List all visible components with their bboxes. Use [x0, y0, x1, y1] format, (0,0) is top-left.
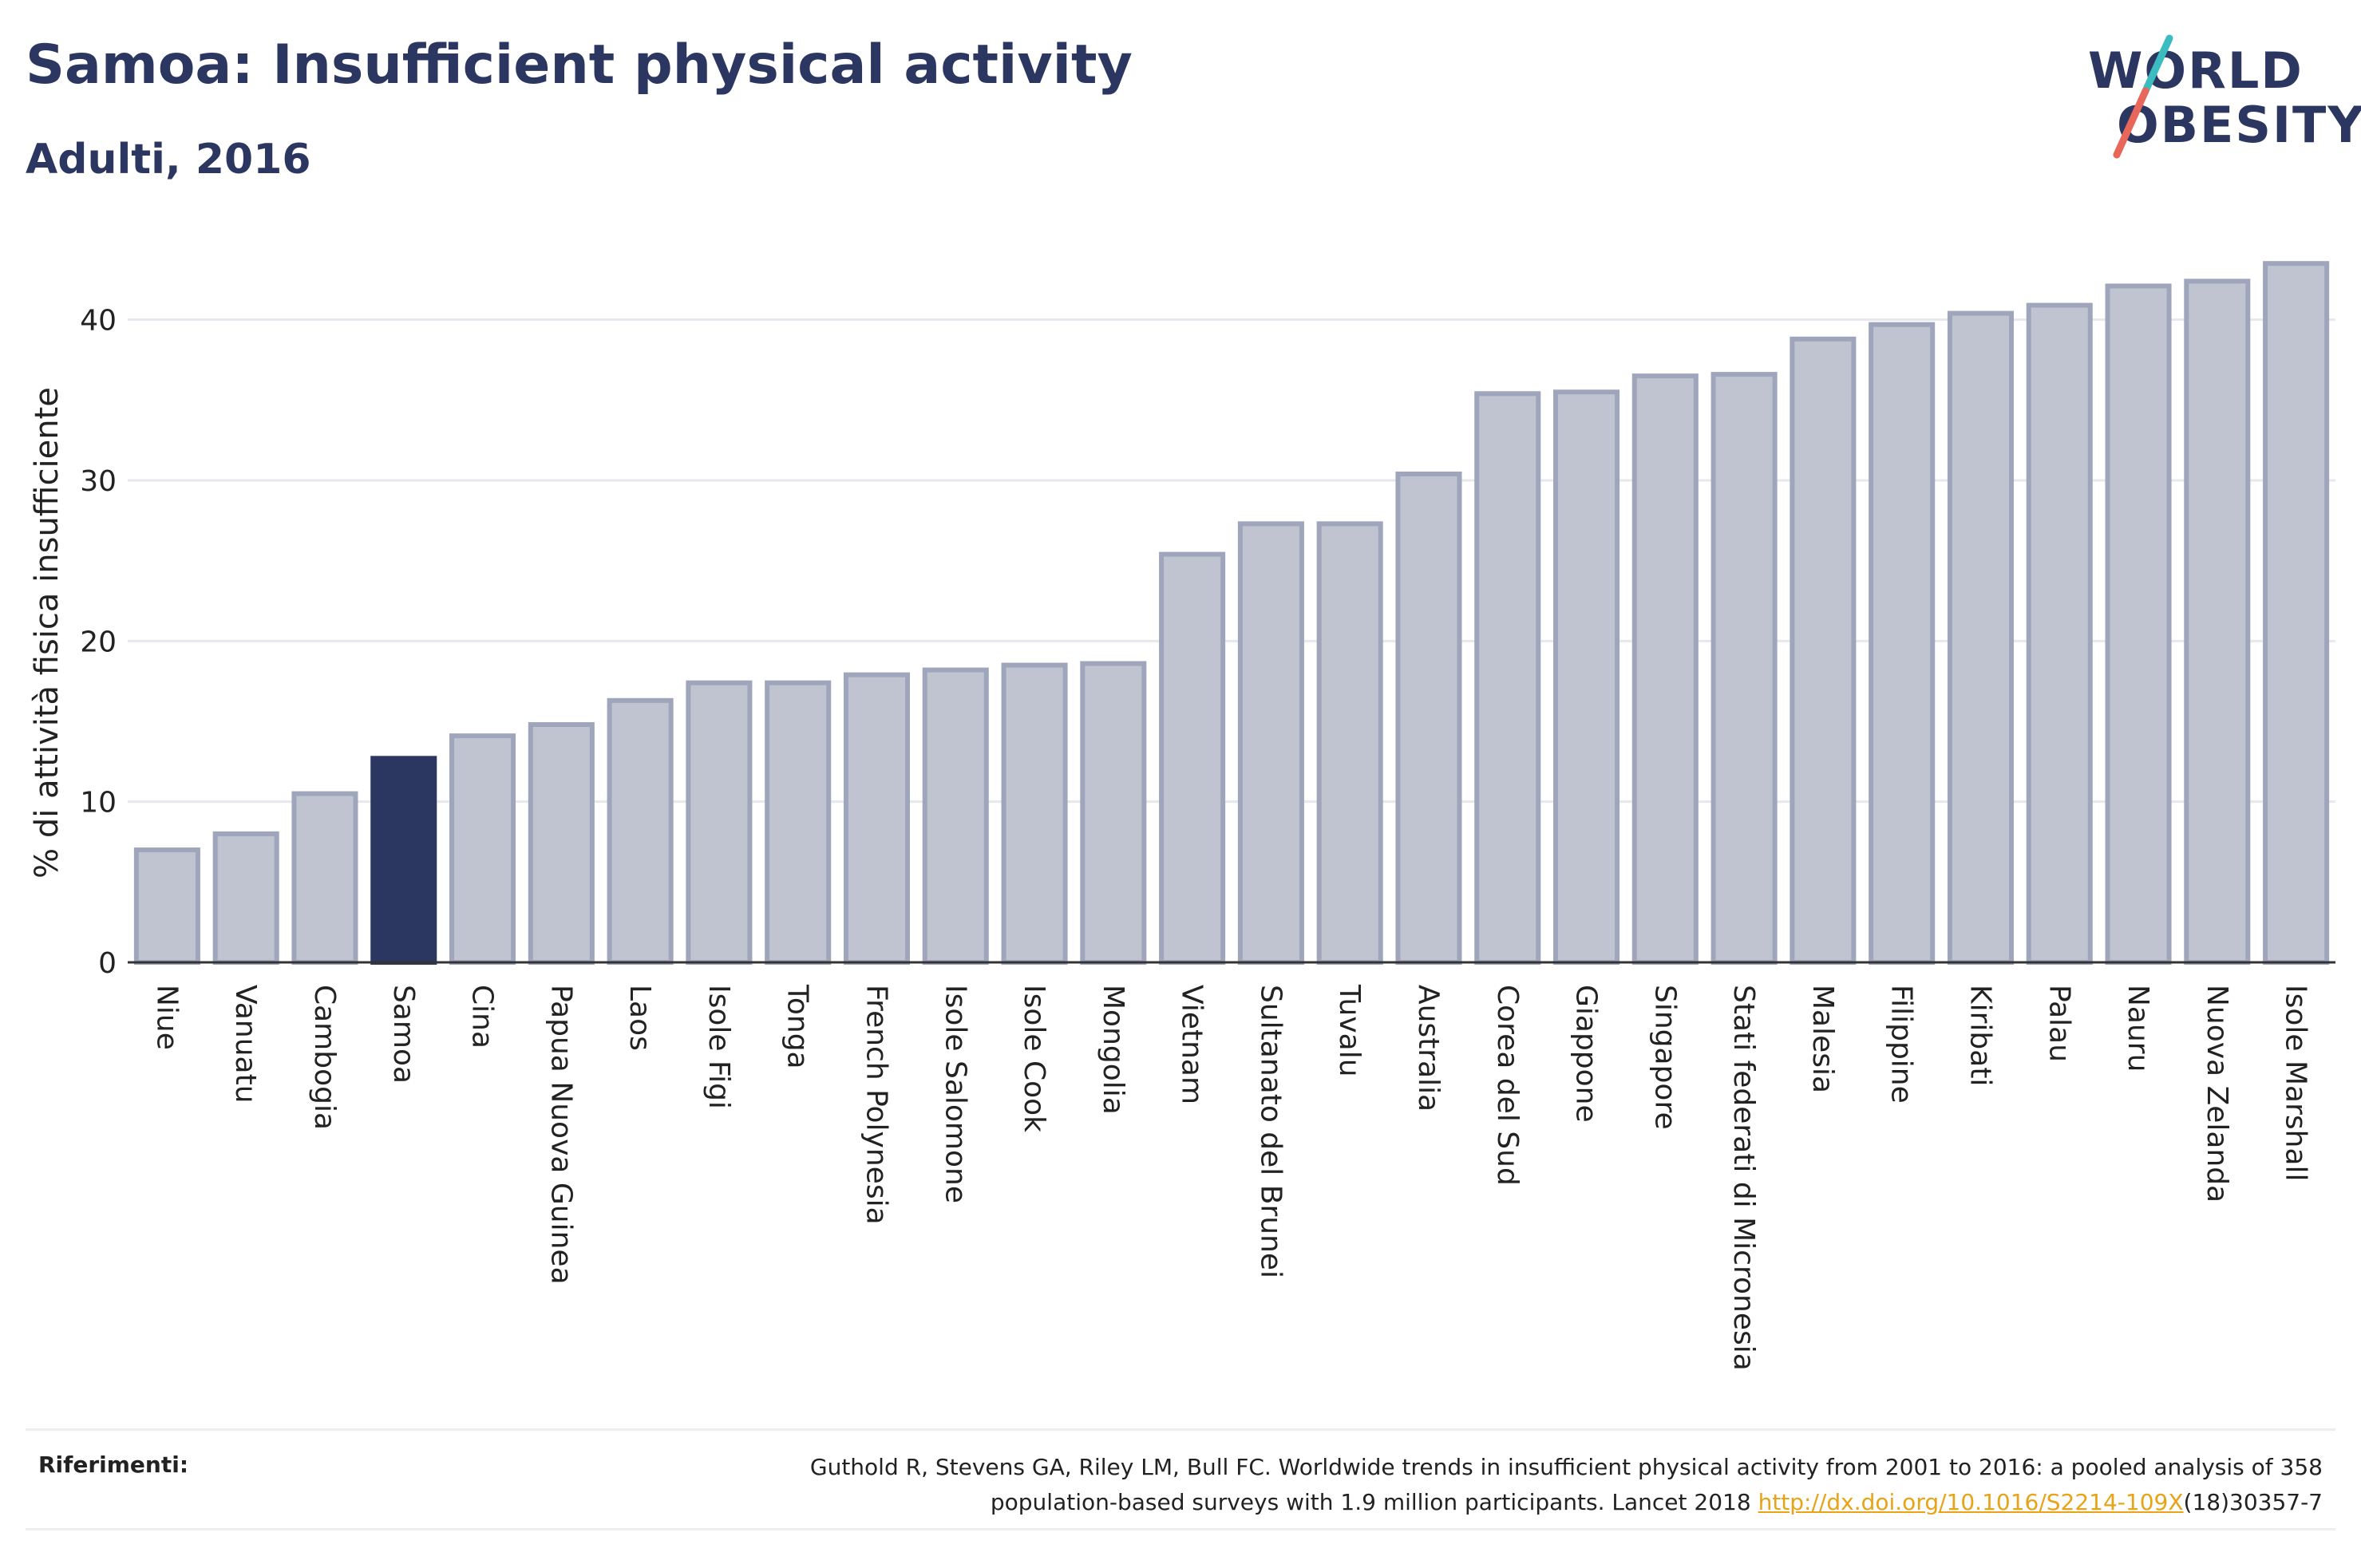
bar-tonga [765, 680, 832, 965]
bar-malesia [1790, 336, 1857, 965]
bar-palau [2026, 302, 2093, 965]
page-title: Samoa: Insufficient physical activity [26, 34, 1133, 97]
bar-mongolia [1080, 661, 1147, 966]
x-tick-label: Tonga [781, 984, 814, 1069]
x-tick-label: French Polynesia [860, 985, 892, 1225]
page-subtitle: Adulti, 2016 [26, 136, 311, 184]
x-tick-label: Giappone [1570, 985, 1603, 1123]
x-tick-label: Malesia [1806, 985, 1839, 1093]
x-tick-label: Nauru [2122, 985, 2154, 1072]
bar-laos [607, 697, 674, 965]
y-tick-label: 20 [80, 626, 117, 658]
logo-line-obesity: OBESITY [2117, 96, 2361, 154]
bar-isole-figi [686, 680, 753, 965]
world-obesity-logo: WORLD OBESITY [2075, 32, 2361, 176]
bar-cina [449, 733, 516, 965]
x-tick-label: Filippine [1885, 985, 1918, 1104]
x-tick-label: Vanuatu [229, 985, 262, 1104]
references-doi-link[interactable]: http://dx.doi.org/10.1016/S2214-109X [1758, 1489, 2184, 1515]
references-line1: Guthold R, Stevens GA, Riley LM, Bull FC… [809, 1454, 2323, 1480]
bar-nuova-zelanda [2184, 278, 2251, 965]
bar-sultanato-del-brunei [1237, 521, 1304, 965]
bar-french-polynesia [843, 672, 910, 965]
logo-line-world: WORLD [2088, 41, 2304, 100]
bar-giappone [1553, 389, 1620, 965]
x-tick-label: Cina [466, 985, 499, 1049]
x-tick-label: Stati federati di Micronesia [1727, 985, 1760, 1371]
x-tick-label: Mongolia [1097, 985, 1129, 1115]
bar-australia [1395, 471, 1462, 965]
references-panel: Riferimenti: Guthold R, Stevens GA, Rile… [26, 1428, 2335, 1530]
x-tick-label: Niue [150, 985, 183, 1050]
bar-isole-marshall [2263, 261, 2330, 965]
y-tick-label: 0 [98, 947, 117, 980]
labels: 0 10 20 30 40 Niue Vanuatu Cambogia Samoa Cina Pap… [29, 305, 2312, 1371]
x-tick-label: Isole Cook [1018, 985, 1050, 1132]
references-line2-prefix: population-based surveys with 1.9 millio… [990, 1489, 1758, 1515]
y-tick-label: 10 [80, 787, 117, 820]
x-tick-label: Cambogia [308, 985, 341, 1130]
bar-isole-cook [1001, 662, 1068, 965]
bar-vietnam [1159, 551, 1226, 965]
bar-kiribati [1947, 310, 2014, 965]
x-tick-label: Nuova Zelanda [2201, 985, 2233, 1203]
x-tick-label: Isole Marshall [2280, 985, 2312, 1182]
x-tick-label: Isole Figi [702, 985, 735, 1109]
references-line2-suffix: (18)30357-7 [2183, 1489, 2323, 1515]
x-tick-label: Samoa [387, 985, 420, 1084]
y-tick-label: 40 [80, 305, 117, 338]
x-tick-label: Tuvalu [1333, 984, 1366, 1077]
bar-singapore [1631, 373, 1699, 965]
bar-corea-del-sud [1474, 391, 1541, 965]
references-label: Riferimenti: [38, 1451, 189, 1478]
x-tick-label: Palau [2043, 985, 2075, 1062]
bars [133, 261, 2330, 966]
x-tick-label: Isole Salomone [939, 985, 971, 1203]
bar-tuvalu [1316, 521, 1383, 965]
bar-niue [133, 847, 200, 965]
x-tick-label: Vietnam [1176, 985, 1208, 1104]
x-tick-label: Australia [1412, 985, 1445, 1112]
bar-nauru [2105, 283, 2172, 965]
x-tick-label: Kiribati [1964, 985, 1996, 1086]
bar-papua-nuova-guinea [528, 722, 595, 965]
logo-slash-icon [2113, 34, 2173, 159]
bar-stati-federati-di-micronesia [1710, 372, 1778, 965]
bar-cambogia [291, 791, 358, 965]
x-tick-label: Corea del Sud [1491, 985, 1524, 1186]
bar-chart: 0 10 20 30 40 Niue Vanuatu Cambogia Samoa Cina Pap… [29, 261, 2335, 1371]
x-tick-label: Papua Nuova Guinea [544, 985, 577, 1285]
bar-filippine [1869, 322, 1936, 965]
x-tick-label: Laos [623, 985, 656, 1051]
bar-isole-salomone [922, 667, 989, 965]
y-tick-label: 30 [80, 465, 117, 498]
bar-samoa [370, 756, 437, 965]
references-text: Guthold R, Stevens GA, Riley LM, Bull FC… [487, 1450, 2323, 1520]
x-tick-label: Sultanato del Brunei [1254, 985, 1287, 1278]
x-tick-label: Singapore [1648, 985, 1681, 1130]
y-axis-label: % di attività fisica insufficiente [29, 387, 65, 879]
bar-vanuatu [212, 831, 279, 966]
